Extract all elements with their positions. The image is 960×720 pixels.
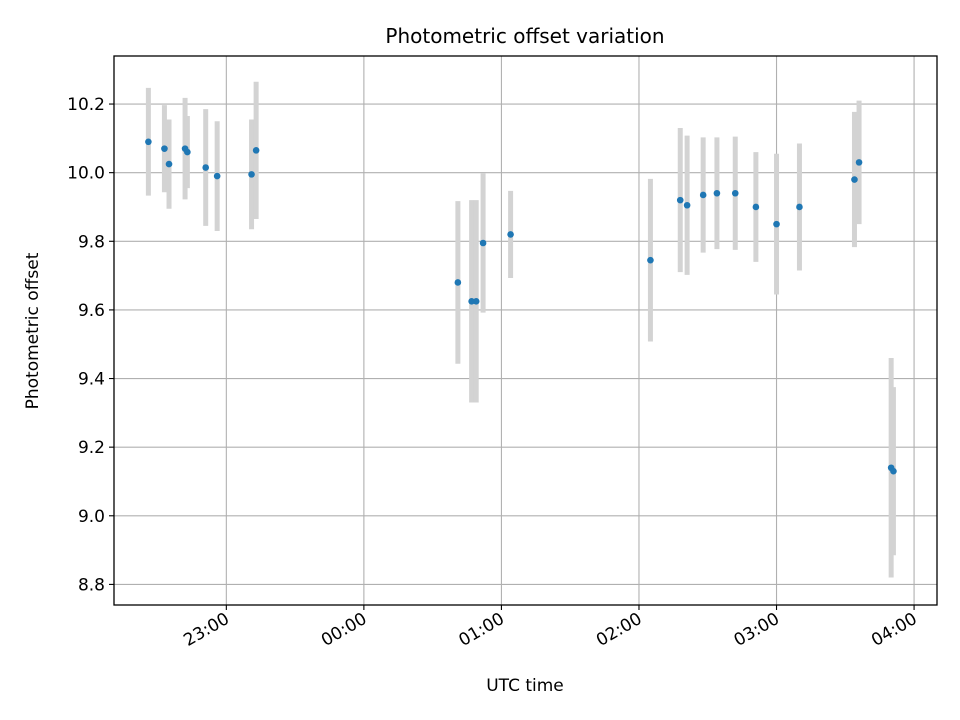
data-point [165, 160, 173, 168]
x-axis-title: UTC time [486, 676, 564, 696]
data-points [145, 138, 897, 475]
data-point [683, 201, 691, 209]
data-point [161, 145, 168, 152]
data-point [676, 196, 684, 204]
data-point [713, 189, 721, 197]
data-point [773, 220, 780, 228]
y-axis-title: Photometric offset [23, 252, 43, 409]
data-point [890, 467, 897, 475]
data-point [731, 189, 739, 197]
data-point [202, 164, 209, 171]
data-point [248, 171, 255, 178]
data-point [796, 203, 803, 211]
plot-frame [113, 55, 938, 606]
data-point [752, 203, 760, 211]
data-point [855, 159, 863, 166]
chart-title: Photometric offset variation [385, 24, 664, 48]
y-tick-label: 10.0 [67, 164, 105, 184]
data-point [145, 138, 152, 146]
data-point [213, 172, 221, 180]
y-tick-label: 9.8 [78, 232, 105, 252]
data-point [252, 147, 260, 154]
data-point [699, 191, 707, 199]
data-point [507, 231, 514, 238]
y-tick-label: 9.2 [78, 438, 105, 458]
y-axis-ticks: 8.8 9.0 9.2 9.4 9.6 9.8 10.0 10.2 [67, 95, 114, 595]
data-point [472, 298, 480, 305]
data-point [184, 148, 191, 156]
y-tick-label: 8.8 [78, 575, 105, 595]
y-tick-label: 9.4 [78, 370, 105, 390]
data-point [454, 279, 462, 286]
y-tick-label: 9.0 [78, 507, 105, 527]
y-tick-label: 9.6 [78, 301, 105, 321]
data-point [647, 256, 654, 264]
y-tick-label: 10.2 [67, 95, 105, 115]
data-point [479, 239, 487, 247]
data-point [468, 298, 475, 305]
data-point [851, 176, 858, 183]
